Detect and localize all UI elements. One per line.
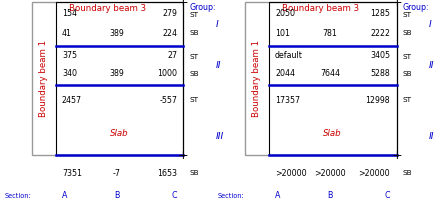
Text: A: A: [274, 191, 280, 200]
Bar: [32, 2, 183, 155]
Text: 101: 101: [274, 30, 289, 39]
Text: II: II: [215, 61, 220, 70]
Text: 340: 340: [62, 69, 77, 79]
Text: Boundary beam 1: Boundary beam 1: [39, 40, 48, 117]
Text: 224: 224: [161, 30, 177, 39]
Text: III: III: [215, 132, 223, 141]
Text: 781: 781: [322, 30, 337, 39]
Bar: [56, 2, 183, 155]
Text: SB: SB: [189, 170, 199, 176]
Text: 1285: 1285: [369, 9, 389, 18]
Text: 2222: 2222: [369, 30, 389, 39]
Text: I: I: [427, 20, 430, 29]
Text: Boundary beam 3: Boundary beam 3: [282, 4, 358, 13]
Text: 389: 389: [109, 30, 124, 39]
Text: C: C: [171, 191, 177, 200]
Text: >20000: >20000: [274, 169, 306, 178]
Text: 2050: 2050: [274, 9, 294, 18]
Text: 7351: 7351: [62, 169, 82, 178]
Text: A: A: [62, 191, 67, 200]
Text: >20000: >20000: [313, 169, 345, 178]
Text: SB: SB: [189, 30, 199, 36]
Text: I: I: [215, 20, 217, 29]
Text: 27: 27: [167, 51, 177, 60]
Text: ST: ST: [402, 12, 411, 18]
Text: ST: ST: [189, 54, 198, 60]
Text: 5288: 5288: [369, 69, 389, 79]
Text: Slab: Slab: [322, 129, 341, 139]
Text: Boundary beam 1: Boundary beam 1: [252, 40, 261, 117]
Text: 41: 41: [62, 30, 72, 39]
Text: -557: -557: [159, 96, 177, 105]
Text: SB: SB: [402, 71, 411, 77]
Text: 279: 279: [162, 9, 177, 18]
Text: B: B: [327, 191, 332, 200]
Text: 2044: 2044: [274, 69, 294, 79]
Bar: [268, 2, 396, 155]
Text: 1653: 1653: [157, 169, 177, 178]
Text: SB: SB: [402, 170, 411, 176]
Text: ST: ST: [402, 97, 411, 103]
Text: +: +: [178, 149, 188, 162]
Text: 3405: 3405: [369, 51, 389, 60]
Text: 17357: 17357: [274, 96, 299, 105]
Text: Group:: Group:: [189, 3, 216, 12]
Text: default: default: [274, 51, 302, 60]
Text: +: +: [178, 0, 188, 9]
Text: 375: 375: [62, 51, 77, 60]
Text: Slab: Slab: [110, 129, 128, 139]
Text: III: III: [427, 132, 434, 141]
Text: ST: ST: [402, 54, 411, 60]
Bar: [245, 2, 396, 155]
Text: SB: SB: [402, 30, 411, 36]
Text: II: II: [427, 61, 433, 70]
Text: Group:: Group:: [402, 3, 428, 12]
Text: Section:: Section:: [4, 193, 31, 199]
Text: B: B: [114, 191, 119, 200]
Text: 12998: 12998: [365, 96, 389, 105]
Text: 7644: 7644: [319, 69, 339, 79]
Text: -7: -7: [113, 169, 121, 178]
Text: 1000: 1000: [157, 69, 177, 79]
Text: ST: ST: [189, 12, 198, 18]
Text: +: +: [390, 149, 401, 162]
Text: +: +: [390, 0, 401, 9]
Text: >20000: >20000: [358, 169, 389, 178]
Text: Boundary beam 3: Boundary beam 3: [69, 4, 146, 13]
Text: 2457: 2457: [62, 96, 82, 105]
Text: ST: ST: [189, 97, 198, 103]
Text: Section:: Section:: [217, 193, 243, 199]
Text: 154: 154: [62, 9, 77, 18]
Text: SB: SB: [189, 71, 199, 77]
Text: C: C: [384, 191, 389, 200]
Text: 389: 389: [109, 69, 124, 79]
